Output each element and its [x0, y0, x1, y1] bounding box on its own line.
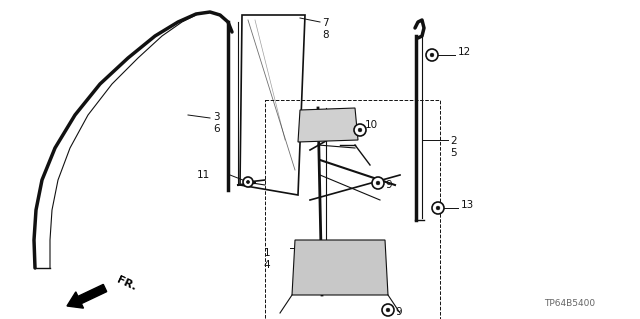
Text: 10: 10	[365, 120, 378, 130]
Circle shape	[354, 124, 366, 136]
Circle shape	[430, 53, 434, 57]
Text: 12: 12	[458, 47, 471, 57]
FancyArrow shape	[67, 284, 107, 308]
Circle shape	[376, 181, 380, 185]
Text: TP64B5400: TP64B5400	[544, 299, 595, 308]
Polygon shape	[298, 108, 358, 142]
Polygon shape	[240, 15, 305, 195]
Polygon shape	[292, 240, 388, 295]
Bar	[265, 100, 440, 319]
Text: 13: 13	[461, 200, 474, 210]
Circle shape	[246, 181, 250, 183]
Circle shape	[436, 206, 440, 210]
Text: 9: 9	[385, 180, 392, 190]
Circle shape	[372, 177, 384, 189]
Circle shape	[358, 128, 362, 132]
Circle shape	[386, 308, 390, 312]
Text: 11: 11	[196, 170, 210, 180]
Circle shape	[382, 304, 394, 316]
Text: FR.: FR.	[115, 275, 138, 293]
Circle shape	[426, 49, 438, 61]
Text: 1
4: 1 4	[264, 248, 270, 270]
Text: 9: 9	[395, 307, 402, 317]
Circle shape	[432, 202, 444, 214]
Text: 7
8: 7 8	[322, 18, 328, 40]
Text: 3
6: 3 6	[213, 112, 220, 134]
Circle shape	[243, 177, 253, 187]
Text: 2
5: 2 5	[450, 136, 456, 158]
